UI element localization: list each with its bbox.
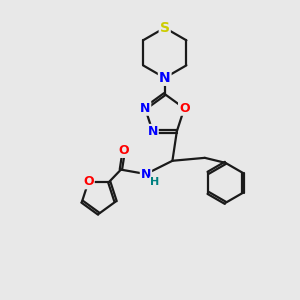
Text: N: N	[140, 102, 150, 115]
Text: N: N	[159, 71, 170, 85]
Text: N: N	[141, 167, 151, 181]
Text: O: O	[118, 144, 129, 157]
Text: N: N	[147, 125, 158, 138]
Text: S: S	[160, 21, 170, 35]
Text: H: H	[150, 177, 159, 187]
Text: O: O	[179, 102, 190, 115]
Text: O: O	[83, 175, 94, 188]
